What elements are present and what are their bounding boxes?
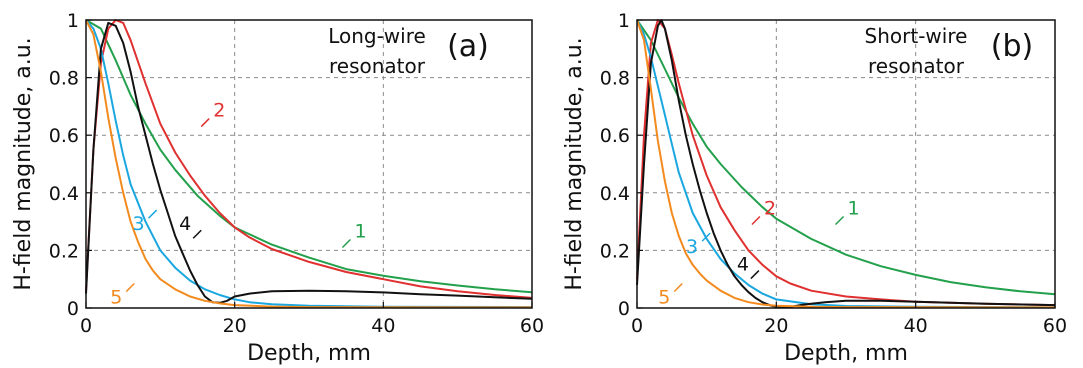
y-tick-label: 0.6 (49, 125, 79, 147)
y-tick-label: 0.6 (600, 125, 630, 147)
grid (637, 20, 1055, 308)
x-tick-label: 20 (223, 315, 247, 337)
y-tick-label: 0 (618, 298, 630, 320)
curve-label-leader (750, 270, 760, 280)
series-4-line (85, 21, 533, 304)
series-2-line (85, 19, 533, 299)
curve-label-4: 4 (737, 254, 749, 276)
x-tick-label: 40 (371, 315, 395, 337)
curve-label-3: 3 (686, 236, 698, 258)
panel-b: 0 20 40 60 0 0.2 0.4 0.6 0.8 1 Depth, mm H-field ma… (562, 10, 1067, 366)
x-tick-label: 0 (80, 315, 92, 337)
y-tick-label: 0.2 (49, 240, 79, 262)
curve-label-leader (701, 232, 711, 242)
curve-label-leader (192, 229, 202, 239)
curve-label-leader (673, 282, 683, 293)
y-tick-label: 0.2 (600, 240, 630, 262)
curve-label-leader (751, 215, 761, 226)
resonator-annotation: resonator (868, 54, 965, 78)
series-1-line (85, 19, 533, 294)
y-tick-label: 0.4 (600, 183, 630, 205)
x-tick-label: 20 (764, 315, 788, 337)
panel-tag: (b) (991, 29, 1033, 64)
curve-label-leader (200, 118, 210, 128)
plot-frame (85, 19, 533, 309)
plot-frame (636, 19, 1056, 309)
y-tick-label: 0.8 (49, 68, 79, 90)
curve-label-leader (125, 282, 135, 293)
panel-a: 0 20 40 60 0 0.2 0.4 0.6 0.8 1 Depth, mm H-field ma… (11, 10, 544, 366)
resonator-annotation: resonator (329, 54, 426, 78)
resonator-annotation: Short-wire (865, 24, 968, 48)
panel-tag: (a) (447, 29, 489, 64)
x-axis-label: Depth, mm (247, 341, 371, 366)
curve-label-1: 1 (848, 197, 860, 219)
y-tick-label: 1 (618, 10, 630, 32)
curve-label-2: 2 (764, 197, 776, 219)
curve-label-leader (835, 215, 845, 226)
series-3-line (636, 19, 1056, 309)
series-3-line (85, 19, 533, 309)
series-4-line (636, 19, 1056, 309)
curve-label-leader (341, 238, 351, 249)
y-tick-label: 1 (67, 10, 79, 32)
y-axis-label: H-field magnitude, a.u. (562, 37, 587, 290)
curve-label-4: 4 (179, 213, 191, 235)
curve-label-leader (148, 209, 158, 219)
curve-label-5: 5 (658, 287, 670, 309)
curve-label-5: 5 (110, 287, 122, 309)
x-tick-label: 0 (631, 315, 643, 337)
resonator-annotation: Long-wire (328, 24, 426, 48)
curve-label-1: 1 (354, 221, 366, 243)
curve-label-3: 3 (133, 213, 145, 235)
x-tick-label: 40 (904, 315, 928, 337)
x-tick-label: 60 (1043, 315, 1067, 337)
x-tick-label: 60 (520, 315, 544, 337)
curve-label-2: 2 (213, 100, 225, 122)
y-tick-label: 0 (67, 298, 79, 320)
y-axis-label: H-field magnitude, a.u. (11, 37, 36, 290)
y-tick-label: 0.4 (49, 183, 79, 205)
x-axis-label: Depth, mm (784, 341, 908, 366)
y-tick-label: 0.8 (600, 68, 630, 90)
